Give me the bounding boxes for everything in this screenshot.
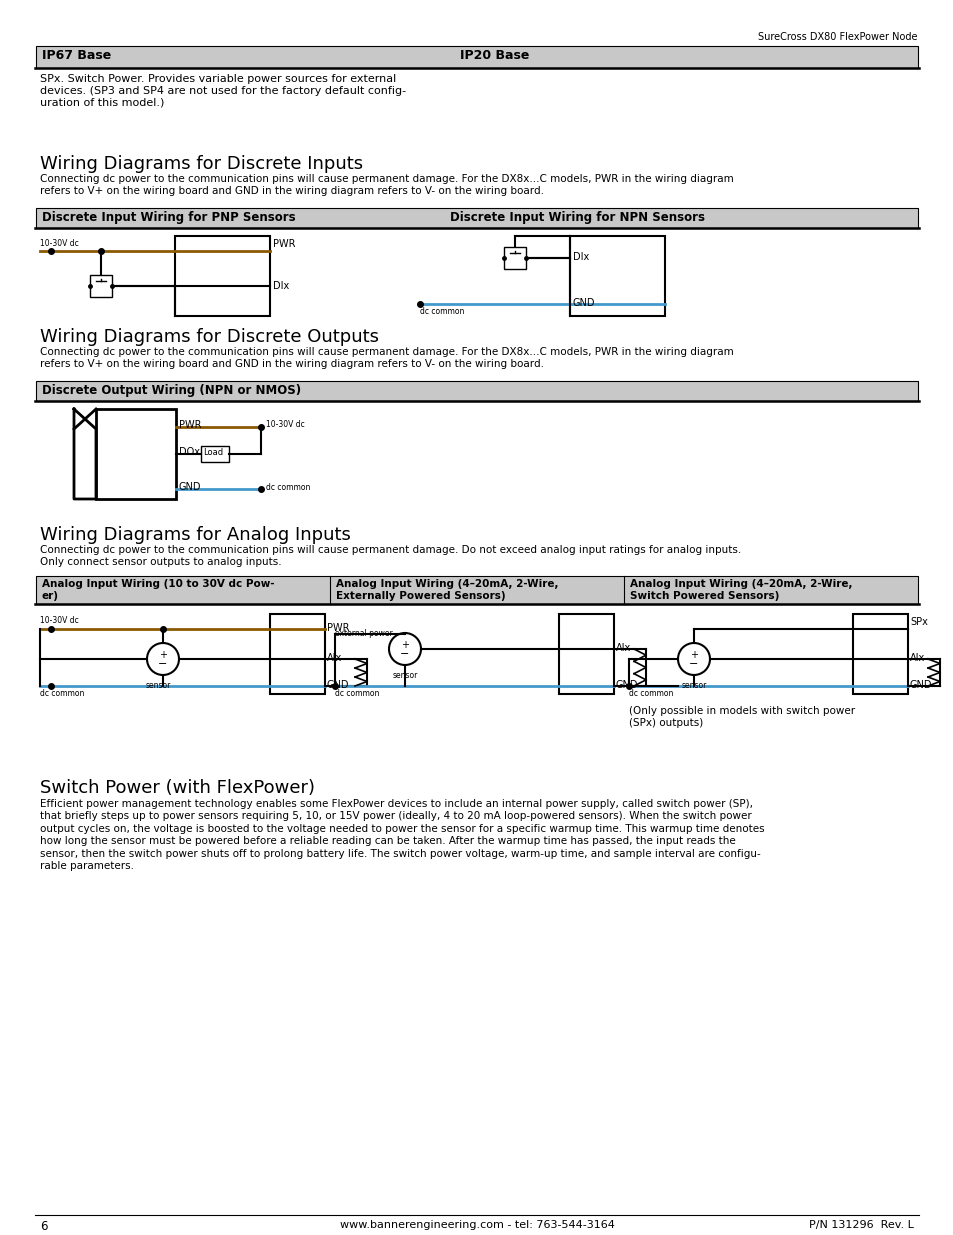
Text: sensor: sensor — [680, 680, 706, 690]
Bar — [270, 614, 325, 694]
Text: Wiring Diagrams for Discrete Inputs: Wiring Diagrams for Discrete Inputs — [40, 156, 363, 173]
Bar — [36, 207, 917, 228]
Text: Switch Power (with FlexPower): Switch Power (with FlexPower) — [40, 779, 314, 797]
Bar — [569, 236, 664, 316]
Text: GND: GND — [327, 680, 349, 690]
Text: IP67 Base: IP67 Base — [42, 49, 112, 62]
Circle shape — [678, 643, 709, 676]
Text: Analog Input Wiring (10 to 30V dc Pow-
er): Analog Input Wiring (10 to 30V dc Pow- e… — [42, 579, 274, 601]
Text: +: + — [689, 650, 698, 659]
Bar — [174, 236, 270, 316]
Text: SPx. Switch Power. Provides variable power sources for external
devices. (SP3 an: SPx. Switch Power. Provides variable pow… — [40, 74, 406, 107]
Text: dc common: dc common — [335, 689, 379, 698]
Text: AIx: AIx — [327, 653, 342, 663]
Text: external power: external power — [335, 629, 393, 638]
Text: Discrete Input Wiring for NPN Sensors: Discrete Input Wiring for NPN Sensors — [450, 211, 704, 224]
Text: 6: 6 — [40, 1220, 48, 1233]
Text: Connecting dc power to the communication pins will cause permanent damage. Do no: Connecting dc power to the communication… — [40, 545, 740, 567]
Text: dc common: dc common — [419, 308, 464, 316]
Bar — [36, 576, 917, 604]
Text: www.bannerengineering.com - tel: 763-544-3164: www.bannerengineering.com - tel: 763-544… — [339, 1220, 614, 1230]
Text: DIx: DIx — [573, 252, 589, 262]
Text: Efficient power management technology enables some FlexPower devices to include : Efficient power management technology en… — [40, 799, 763, 871]
Bar — [36, 46, 917, 68]
Text: SureCross DX80 FlexPower Node: SureCross DX80 FlexPower Node — [758, 32, 917, 42]
Text: sensor: sensor — [392, 671, 417, 680]
Text: Discrete Input Wiring for PNP Sensors: Discrete Input Wiring for PNP Sensors — [42, 211, 295, 224]
Text: dc common: dc common — [40, 689, 84, 698]
Text: PWR: PWR — [179, 420, 201, 430]
Text: SPx: SPx — [909, 618, 927, 627]
Bar — [90, 275, 112, 296]
Text: DIx: DIx — [273, 282, 289, 291]
Text: GND: GND — [616, 680, 638, 690]
Text: 10-30V dc: 10-30V dc — [40, 240, 79, 248]
Text: 10-30V dc: 10-30V dc — [40, 616, 79, 625]
Text: AIx: AIx — [616, 643, 631, 653]
Text: AIx: AIx — [909, 653, 924, 663]
Text: −: − — [400, 650, 409, 659]
Bar — [558, 614, 614, 694]
Bar — [503, 247, 525, 269]
Text: P/N 131296  Rev. L: P/N 131296 Rev. L — [808, 1220, 913, 1230]
Text: Wiring Diagrams for Discrete Outputs: Wiring Diagrams for Discrete Outputs — [40, 329, 378, 346]
Text: GND: GND — [179, 482, 201, 492]
Text: Discrete Output Wiring (NPN or NMOS): Discrete Output Wiring (NPN or NMOS) — [42, 384, 301, 396]
Text: Connecting dc power to the communication pins will cause permanent damage. For t: Connecting dc power to the communication… — [40, 347, 733, 369]
Text: −: − — [689, 659, 698, 669]
Text: DOx: DOx — [179, 447, 200, 457]
Text: (Only possible in models with switch power
(SPx) outputs): (Only possible in models with switch pow… — [628, 706, 854, 729]
Circle shape — [389, 634, 420, 664]
Bar — [96, 409, 175, 499]
Text: +: + — [159, 650, 167, 659]
Circle shape — [147, 643, 179, 676]
Bar — [201, 446, 229, 462]
Text: Analog Input Wiring (4–20mA, 2-Wire,
Switch Powered Sensors): Analog Input Wiring (4–20mA, 2-Wire, Swi… — [629, 579, 852, 601]
Text: Load: Load — [203, 448, 223, 457]
Text: Analog Input Wiring (4–20mA, 2-Wire,
Externally Powered Sensors): Analog Input Wiring (4–20mA, 2-Wire, Ext… — [335, 579, 558, 601]
Text: +: + — [400, 640, 409, 650]
Text: dc common: dc common — [628, 689, 673, 698]
Text: Wiring Diagrams for Analog Inputs: Wiring Diagrams for Analog Inputs — [40, 526, 351, 543]
Text: sensor: sensor — [145, 680, 171, 690]
Text: PWR: PWR — [273, 240, 295, 249]
Text: PWR: PWR — [327, 622, 349, 634]
Text: dc common: dc common — [266, 483, 310, 492]
Text: IP20 Base: IP20 Base — [459, 49, 529, 62]
Text: −: − — [158, 659, 168, 669]
Text: GND: GND — [573, 298, 595, 308]
Text: 10-30V dc: 10-30V dc — [266, 420, 304, 429]
Bar — [36, 382, 917, 401]
Text: GND: GND — [909, 680, 931, 690]
Text: Connecting dc power to the communication pins will cause permanent damage. For t: Connecting dc power to the communication… — [40, 174, 733, 196]
Bar — [852, 614, 907, 694]
